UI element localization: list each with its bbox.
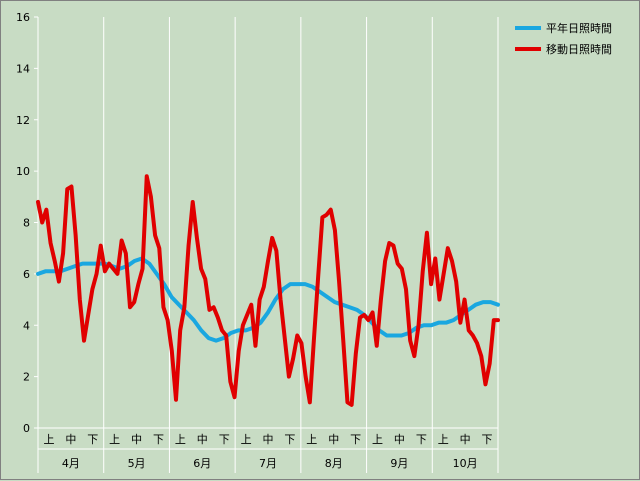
x-tick-label-month: 9月 <box>390 457 408 470</box>
y-tick-label: 10 <box>16 165 30 178</box>
x-tick-label-third: 下 <box>87 433 98 446</box>
x-tick-label-month: 10月 <box>453 457 478 470</box>
x-tick-label-third: 上 <box>175 433 186 446</box>
x-tick-label-third: 上 <box>306 433 317 446</box>
x-tick-label-third: 中 <box>197 433 208 446</box>
x-tick-label-month: 6月 <box>193 457 211 470</box>
x-tick-label-third: 中 <box>131 433 142 446</box>
series-line-normal <box>36 256 500 343</box>
x-tick-label-month: 5月 <box>128 457 146 470</box>
y-tick-label: 8 <box>23 217 30 230</box>
legend-label-normal: 平年日照時間 <box>546 21 612 35</box>
y-tick-label: 6 <box>23 268 30 281</box>
series-line-moving <box>36 174 500 407</box>
x-tick-label-third: 下 <box>482 433 493 446</box>
x-tick-label-third: 下 <box>416 433 427 446</box>
x-tick-label-third: 上 <box>438 433 449 446</box>
x-tick-label-third: 中 <box>263 433 274 446</box>
x-tick-label-third: 上 <box>241 433 252 446</box>
x-tick-label-third: 下 <box>284 433 295 446</box>
x-tick-label-third: 下 <box>153 433 164 446</box>
y-tick-label: 16 <box>16 11 30 24</box>
y-tick-label: 4 <box>23 319 30 332</box>
x-tick-label-third: 下 <box>350 433 361 446</box>
x-tick-label-month: 8月 <box>325 457 343 470</box>
x-tick-label-third: 中 <box>328 433 339 446</box>
y-tick-label: 2 <box>23 371 30 384</box>
x-tick-label-third: 下 <box>219 433 230 446</box>
y-tick-label: 0 <box>23 422 30 435</box>
x-tick-label-third: 上 <box>43 433 54 446</box>
x-tick-label-third: 中 <box>460 433 471 446</box>
y-tick-label: 14 <box>16 62 30 75</box>
x-tick-label-month: 7月 <box>259 457 277 470</box>
x-tick-label-third: 中 <box>394 433 405 446</box>
legend-label-moving: 移動日照時間 <box>546 42 612 56</box>
y-tick-label: 12 <box>16 114 30 127</box>
x-tick-label-month: 4月 <box>62 457 80 470</box>
x-tick-label-third: 上 <box>109 433 120 446</box>
x-tick-label-third: 上 <box>372 433 383 446</box>
plot-area <box>38 17 498 428</box>
legend: 平年日照時間 移動日照時間 <box>515 21 612 56</box>
x-tick-label-third: 中 <box>65 433 76 446</box>
